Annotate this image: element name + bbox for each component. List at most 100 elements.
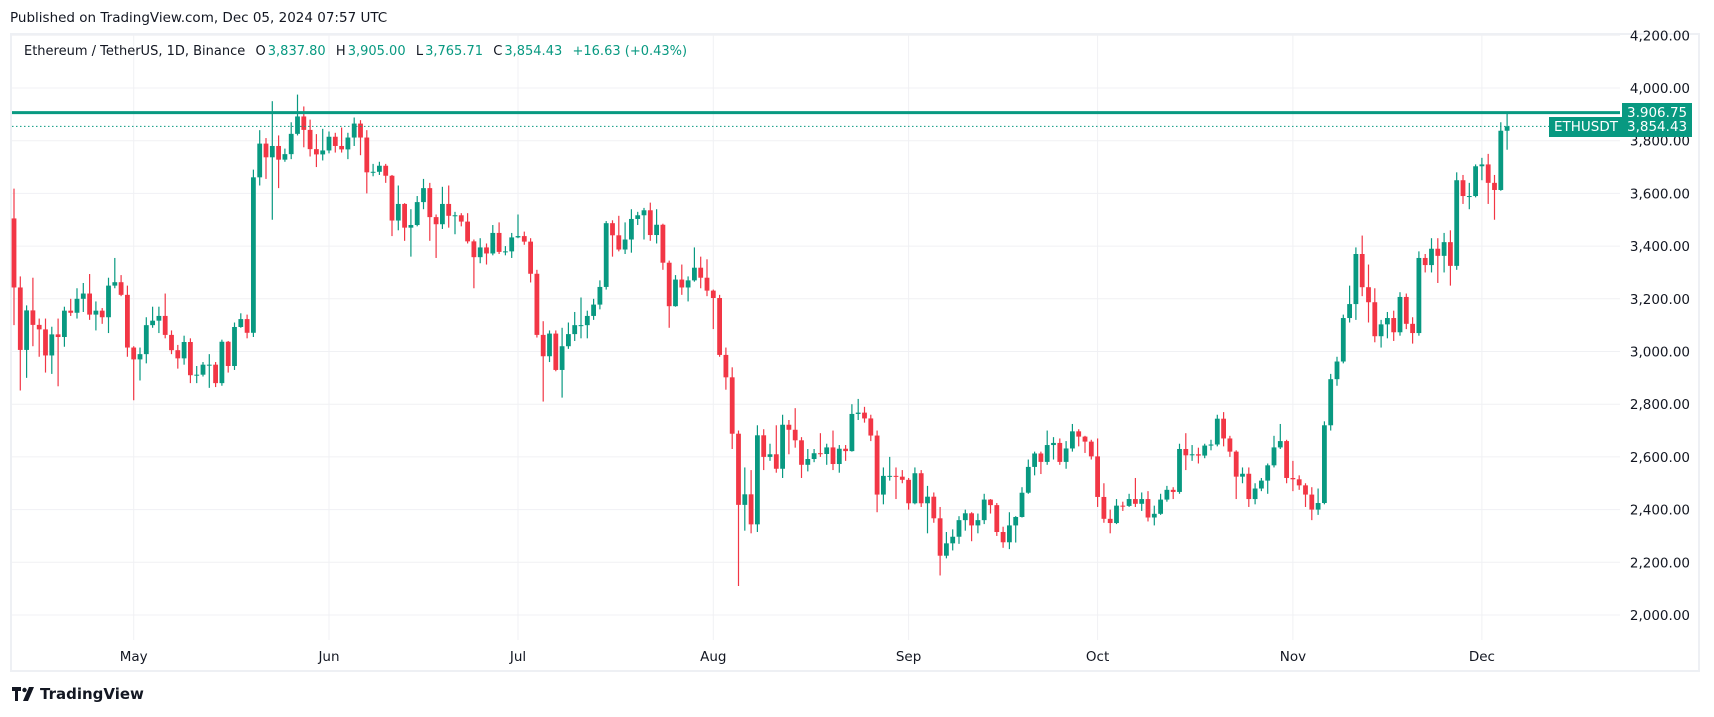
candle-up [1032, 451, 1037, 476]
candle-body [736, 433, 741, 505]
candle-up [288, 122, 294, 160]
candle-up [1126, 493, 1132, 507]
candle-body [36, 324, 42, 330]
price-axis-label: 4,200.00 [1630, 28, 1690, 44]
candle-down [484, 243, 489, 265]
candle-body [534, 273, 540, 335]
candle-body [1151, 513, 1157, 518]
candle-body [843, 448, 848, 452]
candle-up [780, 414, 785, 478]
candle-body [143, 325, 149, 355]
candle-up [62, 306, 67, 347]
candle-body [251, 177, 256, 333]
candle-body [591, 304, 596, 316]
candle-body [24, 310, 29, 350]
candle-up [811, 448, 817, 463]
candle-body [975, 520, 981, 526]
candle-up [685, 276, 691, 302]
candle-body [358, 123, 363, 138]
candle-up [1385, 311, 1390, 339]
candle-body [566, 334, 571, 347]
candle-down [918, 470, 924, 507]
candle-down [723, 347, 729, 390]
candle-down [87, 274, 92, 320]
candle-body [559, 346, 565, 370]
candle-body [213, 364, 218, 384]
time-axis-label: May [120, 649, 148, 665]
tradingview-logo[interactable]: TradingView [12, 685, 144, 703]
candle-body [515, 236, 521, 238]
candle-body [874, 435, 880, 495]
candle-up [547, 330, 552, 363]
candle-down [364, 130, 370, 194]
candle-body [131, 347, 137, 360]
candle-up [251, 169, 256, 338]
price-axis-label: 3,000.00 [1630, 345, 1690, 361]
candle-body [717, 298, 722, 355]
candle-body [521, 236, 527, 242]
candle-up [370, 163, 376, 177]
candle-body [206, 364, 212, 366]
candle-body [1397, 296, 1403, 333]
candle-up [1498, 122, 1504, 191]
candle-body [767, 454, 773, 457]
candle-up [629, 209, 634, 253]
candle-body [484, 247, 489, 254]
candle-up [490, 225, 496, 256]
candle-down [528, 238, 533, 283]
candle-up [112, 257, 118, 289]
candle-body [1391, 318, 1397, 333]
chart-panel[interactable] [10, 33, 1700, 672]
candle-down [36, 318, 42, 357]
candle-down [1372, 288, 1378, 343]
candle-down [1403, 293, 1409, 330]
legend-close-label: C [493, 44, 503, 59]
candle-up [1473, 164, 1478, 198]
candle-up [1328, 373, 1334, 431]
candle-body [496, 232, 502, 252]
candle-body [824, 447, 830, 455]
candle-body [603, 223, 609, 287]
candle-down [471, 239, 477, 289]
candle-up [206, 354, 212, 388]
candle-body [320, 150, 326, 155]
candle-body [1145, 499, 1151, 518]
candle-up [1334, 356, 1340, 386]
candle-down [496, 222, 502, 255]
candle-body [773, 454, 779, 469]
candle-body [43, 329, 48, 356]
candle-body [925, 496, 930, 504]
candle-body [427, 188, 433, 218]
candle-up [578, 297, 584, 339]
candle-up [566, 322, 571, 349]
candle-up [137, 347, 143, 381]
candle-body [1057, 442, 1063, 462]
candle-down [175, 344, 181, 369]
candle-up [1259, 477, 1264, 492]
candle-body [452, 215, 458, 217]
candle-down [761, 429, 767, 471]
candle-body [1290, 477, 1296, 480]
candle-down [1101, 483, 1107, 523]
candle-body [1435, 248, 1441, 256]
candle-up [1504, 113, 1510, 150]
candle-body [1441, 242, 1447, 256]
candle-body [106, 285, 111, 318]
candle-body [87, 293, 92, 315]
candle-body [225, 341, 231, 366]
candle-down [402, 203, 407, 241]
candle-body [490, 232, 496, 254]
candle-down [1422, 254, 1428, 273]
candle-body [55, 334, 61, 338]
candle-up [836, 445, 842, 473]
candle-up [1025, 459, 1031, 494]
candle-body [351, 123, 357, 138]
candle-down [162, 293, 168, 339]
candle-down [1290, 460, 1296, 492]
candle-body [1076, 431, 1082, 437]
candle-down [931, 492, 937, 523]
time-axis-label: Sep [896, 649, 921, 665]
candle-down [647, 202, 653, 241]
candle-up [849, 404, 855, 452]
